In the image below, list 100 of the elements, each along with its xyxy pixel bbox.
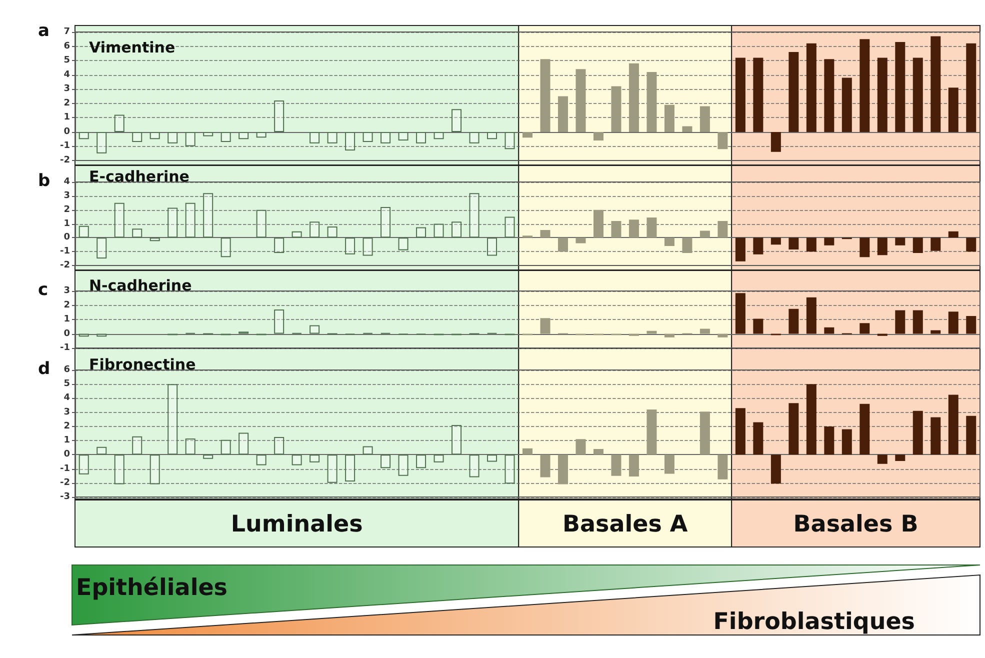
bar: [788, 238, 799, 250]
bar: [452, 222, 462, 238]
text: Fibroblastiques: [713, 609, 915, 635]
bar: [966, 416, 976, 455]
bar: [824, 59, 834, 132]
bar: [877, 238, 888, 256]
bar: [78, 226, 89, 238]
bar: [912, 410, 923, 455]
bar: [504, 454, 515, 484]
y-tick-label: -1: [60, 343, 70, 353]
bar: [966, 316, 976, 334]
bar: [540, 454, 550, 478]
y-tick-label: 1: [64, 314, 70, 324]
y-tick-label: 1: [64, 218, 70, 229]
bar: [274, 100, 284, 132]
bar: [646, 72, 657, 132]
bar: [664, 334, 674, 338]
bar: [700, 412, 710, 455]
bar: [682, 126, 692, 132]
bar: [203, 454, 214, 459]
bar: [912, 58, 923, 132]
bar: [310, 454, 320, 462]
y-tick-label: 3: [64, 286, 70, 296]
text: Epithéliales: [76, 575, 228, 601]
bar: [150, 454, 160, 484]
bar: [168, 208, 178, 238]
bar: [770, 132, 781, 152]
bar: [895, 42, 906, 132]
bar: [434, 454, 444, 462]
text: c: [38, 280, 48, 300]
bar: [877, 454, 888, 464]
bar: [434, 224, 444, 238]
bar: [256, 132, 266, 138]
y-tick-label: 5: [64, 379, 70, 390]
bar: [114, 202, 124, 238]
bar: [948, 312, 958, 334]
bar: [78, 454, 89, 474]
bar: [611, 220, 622, 238]
y-tick-label: -2: [60, 156, 70, 166]
bar: [682, 238, 692, 253]
bar: [895, 310, 906, 334]
bar: [930, 36, 941, 132]
bar: [398, 132, 408, 141]
y-tick-label: -1: [60, 464, 70, 474]
bar: [558, 96, 568, 132]
bar: [912, 310, 923, 334]
bar: [380, 132, 391, 144]
bar: [735, 58, 746, 132]
bar: [788, 308, 799, 334]
bar: [948, 231, 958, 238]
bar: [576, 69, 586, 132]
text: Vimentine: [89, 38, 176, 56]
y-tick-label: 3: [64, 190, 70, 201]
bar: [504, 132, 515, 150]
chart-title: E-cadherine: [89, 168, 190, 186]
bar: [646, 410, 657, 455]
bar: [576, 439, 586, 455]
bar: [114, 114, 124, 132]
bar: [718, 454, 728, 480]
y-tick-label: 0: [64, 450, 70, 460]
bar: [593, 210, 604, 238]
bar: [593, 132, 604, 141]
bar: [310, 325, 320, 334]
bar: [877, 58, 888, 132]
bar: [558, 454, 568, 484]
text: Basales A: [562, 512, 688, 538]
y-tick-label: 2: [64, 98, 70, 108]
bar: [628, 63, 639, 132]
bar: [770, 238, 781, 245]
bar: [256, 210, 266, 238]
bar: [292, 231, 302, 238]
bar: [948, 88, 958, 132]
bar: [469, 454, 480, 478]
bar: [310, 222, 320, 238]
y-tick-label: 4: [64, 177, 70, 187]
bar: [806, 297, 816, 334]
bar: [345, 454, 356, 482]
bar: [753, 58, 764, 132]
bar: [504, 216, 515, 238]
chart-title: N-cadherine: [89, 276, 192, 294]
y-tick-label: -2: [60, 260, 70, 270]
bar: [735, 238, 746, 262]
bar: [842, 429, 852, 455]
bar: [842, 78, 852, 132]
bar: [611, 86, 622, 132]
bar: [238, 432, 249, 455]
bar: [930, 330, 941, 334]
bar: [700, 230, 710, 238]
y-tick-label: -3: [60, 492, 70, 502]
text: d: [38, 359, 50, 379]
bar: [576, 238, 586, 244]
bar: [860, 323, 870, 334]
y-tick-label: 3: [64, 84, 70, 94]
bar: [593, 449, 604, 455]
bar: [310, 132, 320, 144]
bar: [540, 59, 550, 132]
bar: [558, 238, 568, 252]
bar: [274, 238, 284, 253]
bar: [398, 454, 408, 476]
bar: [860, 39, 870, 132]
